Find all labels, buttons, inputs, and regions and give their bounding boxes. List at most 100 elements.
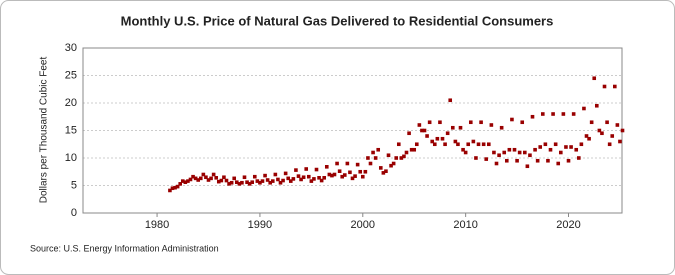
data-point [417,123,422,127]
data-point [497,153,501,158]
data-point [240,180,244,185]
y-tick-label: 20 [65,97,77,109]
data-point [445,131,450,136]
data-point [204,175,208,180]
data-point [510,117,514,122]
data-point [332,172,337,177]
data-point [263,173,267,178]
data-point [597,128,602,133]
data-point [206,178,211,182]
data-point [186,179,190,183]
data-point [319,178,324,183]
data-point [394,156,399,160]
data-point [468,120,473,125]
data-point [540,112,545,116]
data-point [304,167,309,171]
data-point [242,175,247,180]
data-point [489,123,494,127]
data-point [193,176,198,181]
x-tick-label: 2020 [556,219,580,231]
x-tick-label: 1990 [248,219,272,231]
data-point [535,158,540,163]
data-point [245,180,249,184]
data-point [438,120,442,125]
data-point [461,147,465,152]
data-point [476,142,481,147]
data-point [232,176,237,181]
data-point [366,156,370,160]
data-point [237,182,242,186]
data-point [270,179,275,183]
data-point [551,112,555,116]
data-point [566,158,571,163]
data-point [615,123,620,127]
data-point [564,145,568,149]
data-point [404,150,409,155]
data-point [602,84,607,89]
data-point [324,165,329,169]
data-point [337,169,342,173]
data-point [486,142,491,147]
data-point [502,150,507,155]
data-point [309,179,314,183]
data-point [216,179,221,184]
data-point [371,150,375,155]
y-axis-label: Dollars per Thousand Cubic Feet [39,57,50,204]
data-point [353,174,357,178]
data-point [358,169,363,174]
data-point [412,147,417,152]
data-point [492,150,496,155]
data-point [350,176,355,181]
data-point [168,188,172,193]
data-point [301,175,306,180]
data-point [414,142,419,147]
data-point [561,112,566,116]
data-point [553,142,558,147]
data-point [479,120,483,125]
data-point [219,178,224,183]
y-tick-label: 15 [65,124,77,136]
data-point [576,156,581,160]
data-point [402,154,406,159]
data-point [409,147,414,152]
data-point [571,112,576,116]
data-point [618,139,622,144]
data-point [528,153,532,158]
data-point [288,179,293,183]
data-point [330,173,334,178]
data-point [286,176,291,181]
data-point [520,120,525,125]
data-point [391,161,396,166]
data-point [196,178,201,182]
data-point [515,158,519,163]
data-point [306,174,311,179]
data-point [558,150,563,155]
data-point [389,163,393,168]
data-point [427,120,432,125]
data-point [211,172,216,177]
data-point [533,147,537,152]
data-point [517,150,522,155]
data-point [504,158,509,163]
plot-area: 0 5 10 15 20 25 30 1980 1990 2000 2010 2020 [65,42,625,231]
data-point [607,142,612,147]
data-point [450,125,455,130]
data-point [582,106,586,111]
data-point [594,103,599,108]
data-point [255,179,260,183]
data-point [592,76,597,81]
data-point [188,177,193,182]
data-point [283,171,288,176]
data-point [265,178,270,182]
data-point [335,161,339,166]
data-point [268,180,273,185]
data-point [345,161,350,166]
source-note: Source: U.S. Energy Information Administ… [30,243,219,253]
x-tick-label: 1980 [145,219,169,231]
data-point [584,134,589,138]
data-point [612,84,617,89]
data-point [499,125,504,130]
data-point [258,180,262,185]
y-tick-label: 0 [71,207,77,219]
data-point [589,120,594,125]
